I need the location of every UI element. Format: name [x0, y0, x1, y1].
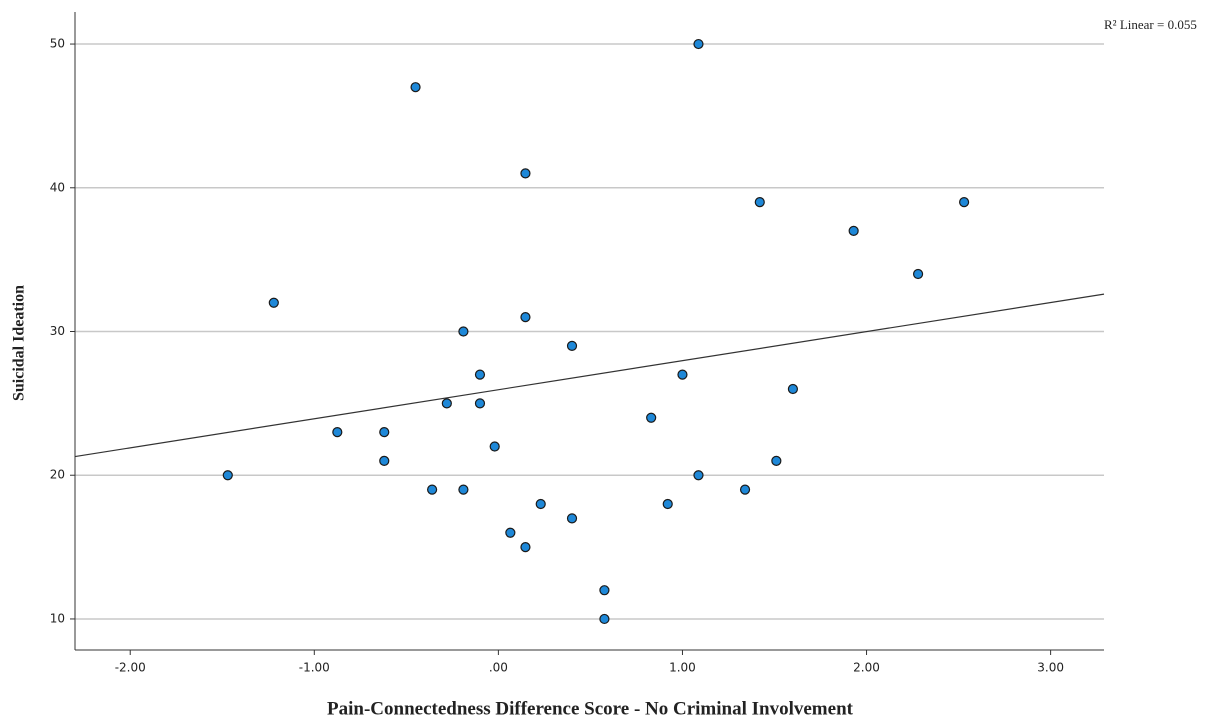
x-tick-label: 1.00 [669, 661, 696, 675]
point [505, 527, 516, 538]
point [771, 455, 782, 466]
point [566, 340, 578, 351]
point [458, 484, 469, 495]
point [520, 168, 531, 179]
point [754, 197, 765, 208]
point [912, 268, 924, 280]
point [693, 38, 704, 50]
point [599, 613, 610, 625]
point [959, 197, 970, 208]
x-tick-label: 3.00 [1037, 661, 1064, 675]
x-tick-label: -1.00 [299, 661, 330, 675]
point [693, 470, 704, 481]
point [474, 398, 486, 409]
point [520, 541, 531, 553]
x-axis-title: Pain-Connectedness Difference Score - No… [327, 698, 854, 719]
y-tick-label: 20 [50, 468, 65, 482]
point [566, 513, 578, 524]
y-tick-label: 40 [50, 180, 65, 194]
point [535, 498, 546, 510]
point [520, 312, 531, 323]
point [848, 225, 859, 236]
fit-line [74, 293, 1105, 458]
annotation: R² Linear = 0.055 [1104, 17, 1197, 32]
point [268, 297, 279, 308]
point [379, 455, 390, 466]
point [474, 369, 486, 380]
point [739, 484, 751, 495]
point [458, 326, 469, 337]
y-tick-label: 30 [50, 324, 65, 338]
point [677, 369, 688, 380]
y-tick-label: 50 [50, 37, 65, 51]
point [222, 470, 233, 481]
point [787, 383, 799, 395]
point [332, 427, 343, 438]
point [646, 412, 657, 423]
point [441, 398, 452, 409]
point [662, 498, 673, 510]
x-tick-label: .00 [489, 661, 508, 675]
point [427, 484, 438, 495]
point [410, 82, 421, 93]
x-tick-label: 2.00 [853, 661, 880, 675]
point [599, 585, 610, 596]
point [489, 441, 500, 452]
x-tick-label: -2.00 [115, 661, 146, 675]
point [379, 427, 390, 438]
y-axis-title: Suicidal Ideation [11, 285, 28, 401]
y-tick-label: 10 [50, 611, 65, 625]
